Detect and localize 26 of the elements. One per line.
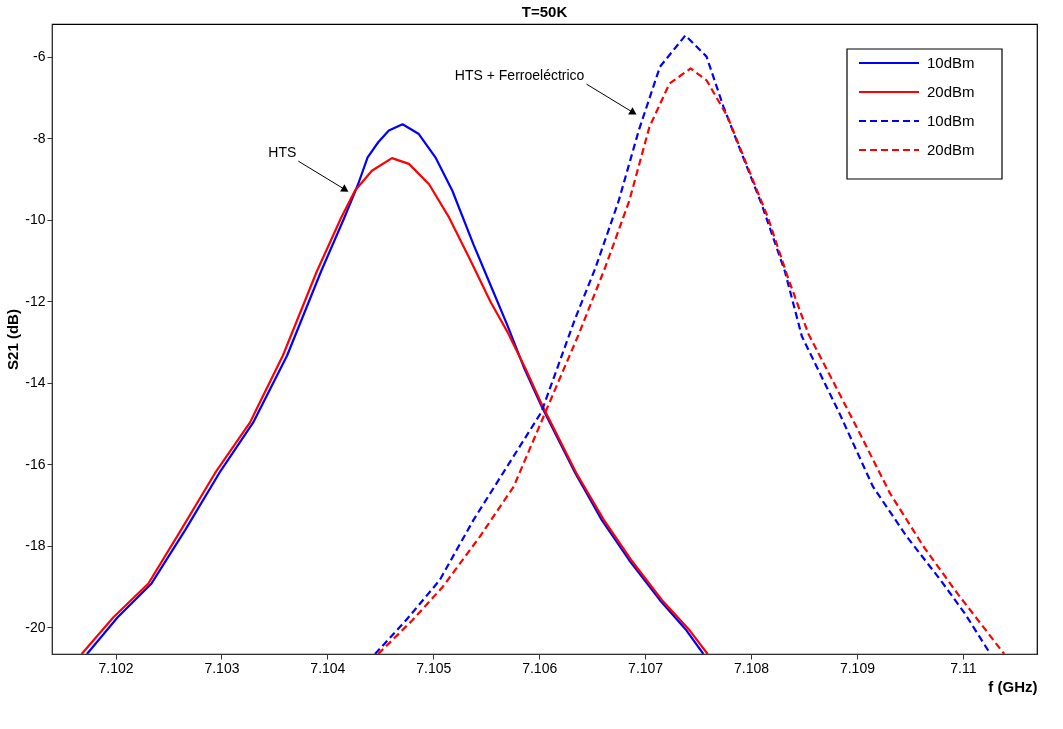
y-axis-title: S21 (dB) (4, 309, 22, 370)
x-tick-label: 7.109 (839, 659, 876, 676)
y-tick-label: -14 (25, 374, 46, 391)
x-tick-label: 7.108 (734, 659, 770, 676)
legend-label: 10dBm (927, 54, 975, 71)
y-tick-label: -18 (25, 537, 46, 554)
y-tick-label: -6 (33, 48, 46, 65)
x-tick-label: 7.106 (522, 659, 558, 676)
x-tick-label: 7.105 (416, 659, 452, 676)
x-axis-title: f (GHz) (988, 677, 1038, 695)
legend-label: 20dBm (927, 83, 975, 100)
y-tick-label: -12 (25, 292, 46, 309)
chart-title: T=50K (521, 3, 568, 20)
x-tick-label: 7.102 (98, 659, 134, 676)
legend-label: 10dBm (927, 112, 975, 129)
y-tick-label: -16 (25, 455, 46, 472)
x-tick-label: 7.103 (204, 659, 240, 676)
annotation: HTS + Ferroeléctrico (454, 67, 585, 84)
x-tick-label: 7.11 (950, 659, 977, 676)
annotation: HTS (268, 144, 297, 161)
y-tick-label: -8 (33, 129, 46, 146)
x-tick-label: 7.107 (628, 659, 664, 676)
y-tick-label: -20 (25, 619, 46, 635)
x-tick-label: 7.104 (310, 659, 346, 676)
legend-label: 20dBm (927, 141, 975, 158)
y-tick-label: -10 (25, 211, 46, 228)
